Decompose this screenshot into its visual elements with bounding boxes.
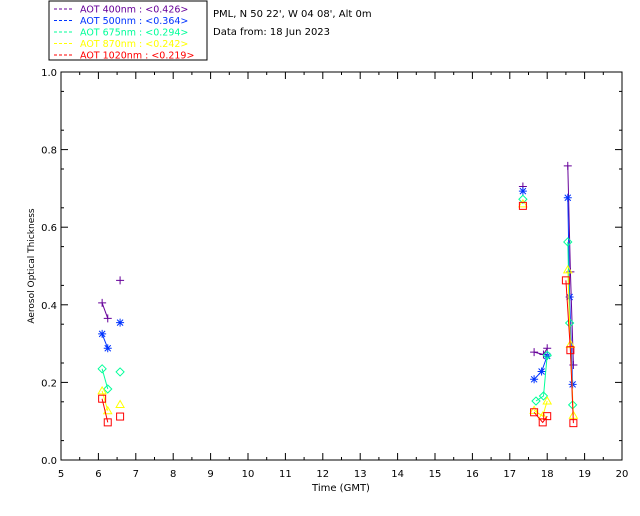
- series-2: [97, 194, 578, 410]
- y-tick-label: 0.0: [41, 456, 57, 467]
- y-tick-label: 0.4: [41, 301, 57, 312]
- data-point-square: [569, 419, 578, 428]
- plot-series: [97, 161, 579, 428]
- x-axis: 5 6 7 8 9 10 11 12 13 14 15 16 17 18 19 20: [58, 72, 629, 480]
- data-point-asterisk: [518, 187, 527, 196]
- data-point-diamond: [115, 367, 125, 377]
- x-tick-label: 20: [616, 469, 629, 480]
- y-tick-label: 0.6: [41, 223, 57, 234]
- data-point-square: [103, 418, 112, 427]
- data-point-asterisk: [565, 293, 574, 302]
- data-point-asterisk: [563, 193, 572, 202]
- x-tick-label: 7: [133, 469, 139, 480]
- data-point-triangle: [518, 198, 528, 208]
- x-tick-label: 15: [429, 469, 442, 480]
- data-point-triangle: [97, 385, 108, 395]
- data-point-asterisk: [103, 344, 112, 353]
- data-point-square: [116, 412, 125, 421]
- data-point-square: [530, 408, 539, 417]
- data-point-asterisk: [116, 318, 125, 327]
- x-tick-label: 17: [503, 469, 516, 480]
- plot-frame: [60, 71, 623, 461]
- x-tick-label: 13: [354, 469, 367, 480]
- data-point-diamond: [97, 364, 107, 374]
- data-point-asterisk: [530, 375, 539, 384]
- site-info: PML, N 50 22', W 04 08', Alt 0m: [213, 9, 372, 20]
- x-tick-label: 12: [316, 469, 329, 480]
- y-tick-label: 0.2: [41, 378, 57, 389]
- legend-label: AOT 400nm : <0.426>: [80, 5, 188, 16]
- y-tick-label: 1.0: [41, 68, 57, 79]
- y-axis: 0.0 0.2 0.4 0.6 0.8 1.0: [41, 68, 622, 467]
- legend-label: AOT 675nm : <0.294>: [80, 28, 188, 39]
- series-line: [101, 302, 109, 319]
- data-point-plus: [98, 298, 107, 307]
- data-point-triangle: [115, 399, 125, 409]
- legend-label: AOT 500nm : <0.364>: [80, 16, 188, 27]
- x-axis-label: Time (GMT): [311, 483, 370, 494]
- data-point-diamond: [538, 391, 549, 401]
- series-4: [98, 201, 578, 428]
- data-point-plus: [530, 348, 539, 357]
- data-point-plus: [116, 276, 125, 285]
- y-axis-label: Aerosol Optical Thickness: [27, 208, 37, 324]
- data-point-diamond: [563, 237, 573, 247]
- date-info: Data from: 18 Jun 2023: [213, 27, 330, 38]
- data-point-square: [543, 412, 552, 421]
- x-tick-label: 6: [95, 469, 101, 480]
- data-point-triangle: [102, 405, 113, 415]
- y-tick-label: 0.8: [41, 146, 57, 157]
- legend: AOT 400nm : <0.426>AOT 500nm : <0.364>AO…: [48, 0, 208, 62]
- data-point-square: [518, 201, 527, 210]
- data-point-triangle: [542, 396, 553, 405]
- data-point-diamond: [531, 396, 541, 406]
- x-tick-label: 9: [207, 469, 213, 480]
- x-tick-label: 5: [58, 469, 64, 480]
- series-3: [97, 198, 579, 420]
- data-point-asterisk: [537, 367, 546, 376]
- series-0: [98, 161, 578, 369]
- legend-label: AOT 1020nm : <0.219>: [80, 51, 194, 62]
- data-point-plus: [563, 161, 572, 170]
- data-point-asterisk: [98, 329, 107, 338]
- data-point-plus: [103, 314, 112, 323]
- x-tick-label: 16: [466, 469, 479, 480]
- data-point-square: [566, 346, 575, 355]
- x-tick-label: 10: [242, 469, 255, 480]
- data-point-triangle: [562, 264, 573, 274]
- x-tick-label: 14: [391, 469, 404, 480]
- data-point-triangle: [529, 405, 539, 414]
- data-point-diamond: [542, 350, 552, 360]
- data-point-square: [98, 394, 107, 403]
- series-line: [101, 333, 109, 349]
- x-tick-label: 19: [578, 469, 591, 480]
- axes: 5 6 7 8 9 10 11 12 13 14 15 16 17 18 19 20 0.0 0.2 0.4 0.6…: [27, 68, 628, 494]
- legend-frame: [48, 0, 208, 61]
- legend-label: AOT 870nm : <0.242>: [80, 39, 188, 50]
- data-point-square: [561, 276, 570, 285]
- legend-items: AOT 400nm : <0.426>AOT 500nm : <0.364>AO…: [54, 5, 194, 62]
- x-tick-label: 8: [170, 469, 176, 480]
- data-point-diamond: [103, 384, 113, 394]
- series-1: [98, 187, 577, 389]
- x-tick-label: 18: [541, 469, 554, 480]
- data-point-asterisk: [568, 380, 577, 389]
- data-point-diamond: [518, 194, 528, 204]
- x-tick-label: 11: [279, 469, 292, 480]
- series-line: [565, 280, 574, 424]
- data-point-square: [538, 418, 547, 427]
